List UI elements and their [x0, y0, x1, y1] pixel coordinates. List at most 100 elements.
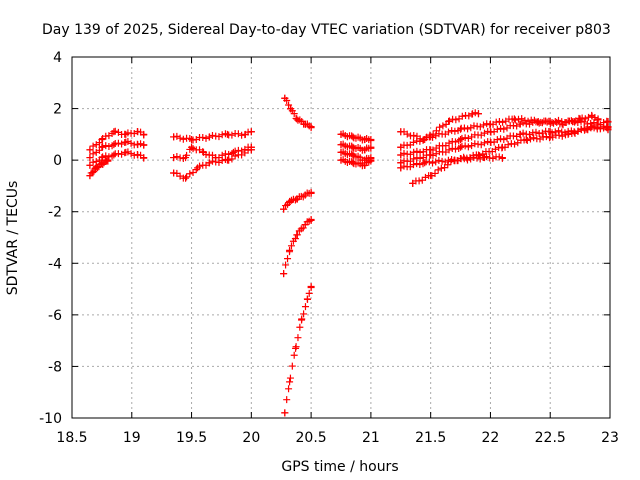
scatter-point	[451, 127, 459, 135]
scatter-point	[480, 139, 488, 147]
scatter-point	[287, 242, 295, 250]
scatter-point	[286, 197, 294, 205]
scatter-point	[301, 303, 309, 311]
scatter-point	[397, 128, 405, 136]
scatter-point	[186, 134, 194, 142]
scatter-point	[530, 134, 538, 142]
y-tick-label: 4	[53, 50, 62, 66]
scatter-point	[285, 385, 293, 393]
scatter-point	[397, 151, 405, 159]
scatter-point	[86, 146, 94, 154]
scatter-point	[300, 310, 308, 318]
scatter-point	[467, 155, 475, 163]
x-tick-label: 23	[601, 430, 619, 446]
scatter-point	[510, 115, 518, 123]
scatter-point	[140, 154, 148, 162]
scatter-point	[438, 157, 446, 165]
scatter-point	[286, 378, 294, 386]
scatter-point	[349, 143, 357, 151]
scatter-point	[282, 261, 290, 269]
scatter-point	[292, 344, 300, 352]
scatter-point	[457, 125, 465, 133]
scatter-point	[170, 133, 178, 141]
scatter-point	[498, 143, 506, 151]
scatter-point	[102, 142, 110, 150]
scatter-point	[498, 154, 506, 162]
scatter-point	[458, 112, 466, 120]
scatter-point	[518, 115, 526, 123]
scatter-point	[98, 143, 106, 151]
scatter-point	[532, 118, 540, 126]
scatter-point	[110, 151, 118, 159]
scatter-point	[588, 112, 596, 120]
scatter-point	[523, 136, 531, 144]
scatter-point	[460, 155, 468, 163]
scatter-point	[298, 316, 306, 324]
scatter-point	[522, 136, 530, 144]
series-arc-2	[86, 138, 148, 162]
scatter-point	[170, 154, 178, 162]
scatter-point	[99, 143, 107, 151]
scatter-point	[511, 116, 519, 124]
scatter-point	[361, 136, 369, 144]
scatter-point	[495, 117, 503, 125]
scatter-point	[439, 122, 447, 130]
scatter-point	[477, 141, 485, 149]
scatter-point	[367, 143, 375, 151]
scatter-point	[464, 134, 472, 142]
scatter-point	[594, 120, 602, 128]
scatter-point	[182, 174, 190, 182]
x-tick-label: 20.5	[296, 430, 327, 446]
scatter-point	[92, 164, 100, 172]
scatter-point	[473, 154, 481, 162]
series-arc-8	[281, 94, 315, 132]
scatter-point	[577, 117, 585, 125]
scatter-point	[431, 169, 439, 177]
y-tick-label: 0	[53, 153, 62, 169]
scatter-point	[205, 159, 213, 167]
scatter-point	[480, 154, 488, 162]
scatter-point	[294, 334, 302, 342]
scatter-point	[427, 133, 435, 141]
scatter-point	[493, 136, 501, 144]
scatter-point	[86, 161, 94, 169]
scatter-point	[497, 124, 505, 132]
scatter-point	[349, 159, 357, 167]
scatter-point	[349, 151, 357, 159]
scatter-point	[596, 124, 604, 132]
scatter-point	[127, 150, 135, 158]
series-arc-5	[170, 128, 255, 144]
x-tick-label: 21	[362, 430, 380, 446]
series-arc-1	[86, 127, 148, 154]
scatter-point	[228, 155, 236, 163]
scatter-point	[397, 164, 405, 172]
scatter-point	[413, 160, 421, 168]
scatter-point	[99, 160, 107, 168]
scatter-point	[561, 118, 569, 126]
scatter-point	[474, 151, 482, 159]
scatter-point	[122, 148, 130, 156]
scatter-point	[499, 118, 507, 126]
scatter-point	[493, 125, 501, 133]
scatter-point	[500, 136, 508, 144]
scatter-point	[436, 123, 444, 131]
scatter-point	[465, 112, 473, 120]
scatter-point	[548, 118, 556, 126]
scatter-point	[445, 146, 453, 154]
scatter-point	[558, 132, 566, 140]
scatter-point	[293, 115, 301, 123]
scatter-point	[480, 129, 488, 137]
scatter-point	[188, 143, 196, 151]
scatter-point	[98, 136, 106, 144]
scatter-point	[582, 125, 590, 133]
scatter-point	[114, 150, 122, 158]
scatter-point	[280, 205, 288, 213]
scatter-point	[429, 159, 437, 167]
scatter-point	[427, 151, 435, 159]
x-tick-label: 20	[242, 430, 260, 446]
series-arc-10	[280, 215, 315, 278]
scatter-point	[205, 133, 213, 141]
scatter-point	[445, 139, 453, 147]
scatter-point	[451, 145, 459, 153]
scatter-point	[463, 156, 471, 164]
